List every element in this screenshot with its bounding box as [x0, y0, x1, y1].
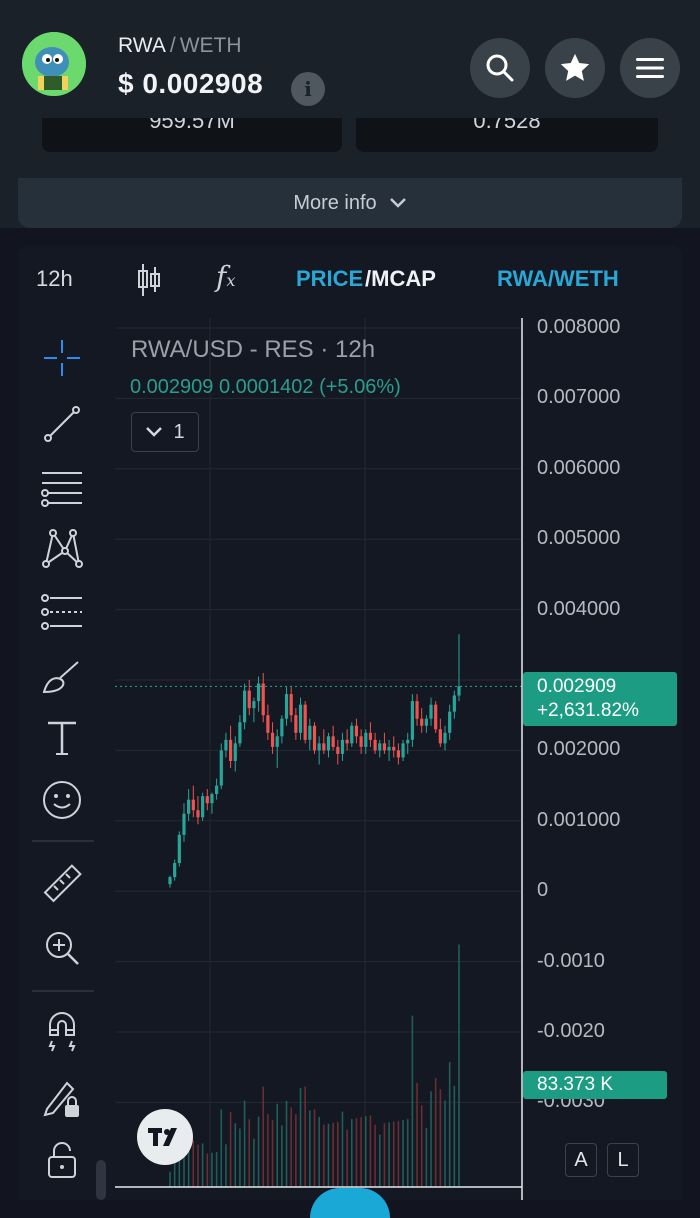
- legend-count: 1: [173, 420, 185, 443]
- tradingview-logo[interactable]: [137, 1109, 193, 1165]
- indicators-icon[interactable]: fx: [216, 260, 236, 293]
- lock-drawings-tool[interactable]: [40, 1076, 84, 1120]
- projection-tool[interactable]: [40, 590, 84, 634]
- token-price: $ 0.002908: [118, 68, 264, 99]
- favorite-button[interactable]: [545, 38, 605, 98]
- price-toggle[interactable]: PRICE: [296, 266, 364, 291]
- auto-scale-button[interactable]: A: [565, 1143, 597, 1177]
- crosshair-icon: [44, 340, 80, 376]
- token-avatar[interactable]: [22, 32, 86, 96]
- pattern-icon: [42, 529, 83, 568]
- price-axis-label: 0.006000: [537, 456, 621, 479]
- log-scale-button[interactable]: L: [607, 1143, 639, 1177]
- price-axis-label: 0.002000: [537, 738, 621, 761]
- zoom-in-icon: [46, 932, 79, 965]
- last-price-value: 0.002909: [537, 676, 617, 697]
- chart-toolbar: 12h fx PRICE /MCAP RWA/WETH: [18, 252, 682, 308]
- price-axis-label: 0.005000: [537, 527, 621, 550]
- more-info-label: More info: [293, 191, 377, 214]
- pencil-lock-icon: [43, 1081, 79, 1117]
- menu-icon: [636, 58, 664, 78]
- unlock-tool[interactable]: [40, 1138, 84, 1182]
- star-icon: [560, 53, 590, 81]
- price-axis-label: 0.008000: [537, 316, 621, 338]
- candle-type-icon[interactable]: [136, 262, 162, 303]
- brush-tool[interactable]: [40, 656, 84, 700]
- tool-separator: [32, 840, 94, 842]
- pair-quote: WETH: [179, 34, 242, 57]
- search-icon: [486, 54, 514, 82]
- fib-icon: [41, 472, 82, 507]
- header-bar: RWA / WETH $ 0.002908 i: [0, 0, 700, 118]
- price-axis-label: 0.004000: [537, 597, 621, 620]
- chart-legend-title: RWA/USD - RES · 12h: [131, 336, 376, 363]
- ruler-icon: [43, 864, 82, 903]
- chevron-down-icon: [146, 427, 163, 437]
- text-tool[interactable]: [40, 716, 84, 760]
- ruler-tool[interactable]: [40, 862, 84, 906]
- magnet-icon: [48, 1012, 76, 1052]
- search-button[interactable]: [470, 38, 530, 98]
- sidebar-scrollbar[interactable]: [96, 1160, 106, 1200]
- interval-selector[interactable]: 12h: [36, 266, 73, 291]
- smiley-icon: [43, 781, 81, 819]
- price-axis-label: 0.001000: [537, 808, 621, 831]
- volume-tag: 83.373 K: [523, 1071, 667, 1099]
- info-icon[interactable]: i: [291, 72, 325, 106]
- zoom-tool[interactable]: [40, 926, 84, 970]
- last-price-change: +2,631.82%: [537, 700, 639, 721]
- last-price-tag: 0.002909 +2,631.82%: [523, 672, 677, 726]
- pattern-tool[interactable]: [40, 526, 84, 570]
- price-axis-label: 0: [537, 879, 549, 902]
- tool-separator: [32, 990, 94, 992]
- emoji-tool[interactable]: [40, 778, 84, 822]
- pair-toggle[interactable]: RWA/WETH: [497, 266, 619, 291]
- more-info-button[interactable]: More info: [18, 178, 682, 228]
- trendline-tool[interactable]: [40, 402, 84, 446]
- crosshair-tool[interactable]: [40, 336, 84, 380]
- legend-collapse-button[interactable]: 1: [131, 412, 199, 452]
- brush-icon: [42, 661, 79, 694]
- text-icon: [48, 721, 76, 755]
- chart-legend-values: 0.002909 0.0001402 (+5.06%): [130, 376, 401, 398]
- magnet-tool[interactable]: [40, 1012, 84, 1056]
- price-axis-label: 0.007000: [537, 386, 621, 409]
- menu-button[interactable]: [620, 38, 680, 98]
- unlock-icon: [48, 1142, 76, 1178]
- fib-tool[interactable]: [40, 466, 84, 510]
- price-axis-label: -0.0020: [537, 1020, 605, 1042]
- tradingview-icon: [148, 1128, 177, 1146]
- mcap-toggle[interactable]: /MCAP: [365, 266, 436, 291]
- projection-icon: [41, 594, 82, 630]
- price-axis-label: -0.0010: [537, 949, 605, 972]
- pair-base: RWA: [118, 34, 166, 57]
- trendline-icon: [44, 406, 80, 442]
- pair-name: RWA / WETH: [118, 34, 242, 57]
- chevron-down-icon: [389, 198, 406, 208]
